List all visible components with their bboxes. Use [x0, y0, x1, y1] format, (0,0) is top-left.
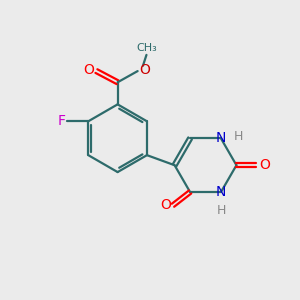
Text: N: N	[216, 131, 226, 146]
Text: N: N	[216, 185, 226, 199]
Text: O: O	[259, 158, 270, 172]
Text: O: O	[160, 198, 171, 212]
Text: H: H	[216, 204, 226, 218]
Text: CH₃: CH₃	[136, 43, 157, 52]
Text: H: H	[233, 130, 243, 143]
Text: O: O	[139, 63, 150, 76]
Text: O: O	[83, 63, 94, 77]
Text: F: F	[58, 114, 66, 128]
